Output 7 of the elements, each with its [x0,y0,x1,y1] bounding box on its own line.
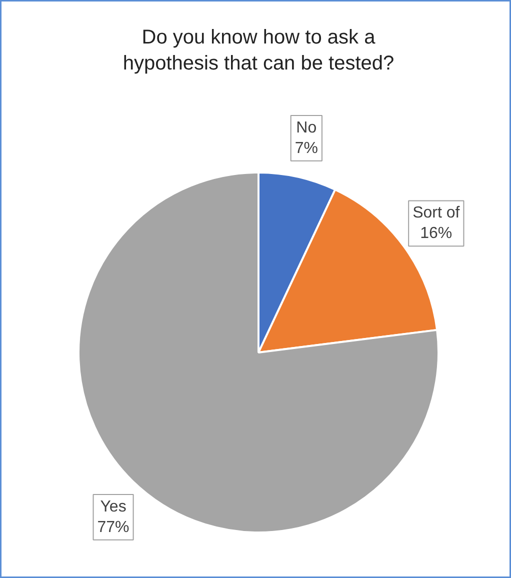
data-label: 7% [294,140,318,157]
data-label: 16% [420,225,452,242]
slice-label: No [296,119,317,136]
slice-label: Sort of [412,204,460,222]
data-label: 77% [97,518,130,536]
slice-label: Yes [100,498,126,516]
chart-title: Do you know how to ask a hypothesis that can be tested? [122,26,394,75]
